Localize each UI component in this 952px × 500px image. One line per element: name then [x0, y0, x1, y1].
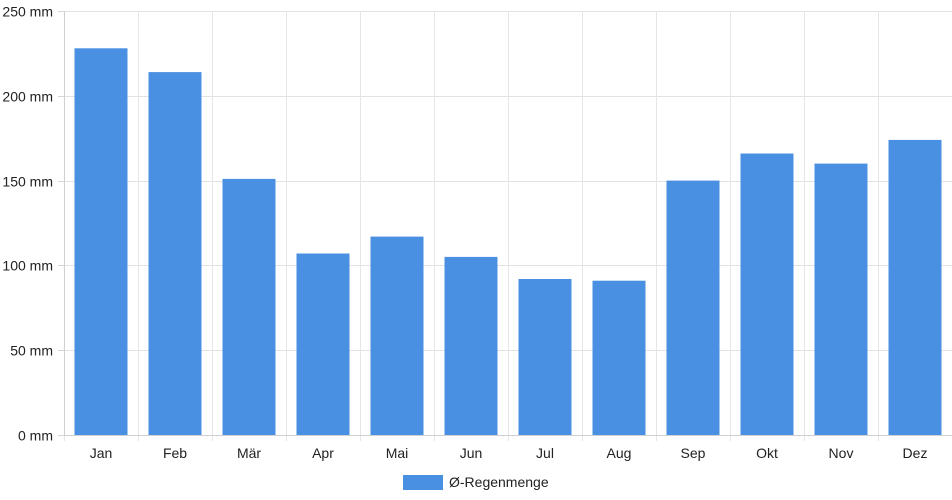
x-tick-label: Jan — [90, 445, 113, 461]
y-tick-label: 200 mm — [2, 89, 53, 105]
x-tick-labels: Jan Feb Mär Apr Mai Jun Jul Aug Sep Okt Nov Dez — [90, 445, 928, 461]
y-tick-label: 100 mm — [2, 258, 53, 274]
bar-okt[interactable] — [740, 153, 794, 436]
grid — [64, 11, 952, 441]
bar-mai[interactable] — [370, 236, 424, 435]
x-tick-label: Okt — [756, 445, 778, 461]
x-tick-label: Nov — [829, 445, 854, 461]
bar-apr[interactable] — [296, 253, 350, 436]
bar-mär[interactable] — [222, 178, 276, 435]
bar-sep[interactable] — [666, 180, 720, 435]
bar-jan[interactable] — [74, 48, 128, 436]
x-tick-label: Aug — [607, 445, 632, 461]
y-tick-label: 250 mm — [2, 4, 53, 20]
legend[interactable]: Ø-Regenmenge — [403, 473, 549, 491]
bar-jul[interactable] — [518, 279, 572, 435]
x-tick-label: Sep — [681, 445, 706, 461]
x-tick-label: Mär — [237, 445, 261, 461]
x-tick-label: Jul — [536, 445, 554, 461]
axes — [58, 11, 952, 436]
bar-jun[interactable] — [444, 256, 498, 435]
y-tick-label: 150 mm — [2, 174, 53, 190]
y-tick-labels: 0 mm 50 mm 100 mm 150 mm 200 mm 250 mm — [2, 4, 53, 444]
x-tick-label: Mai — [386, 445, 409, 461]
x-tick-label: Feb — [163, 445, 187, 461]
bar-feb[interactable] — [148, 72, 202, 435]
bar-nov[interactable] — [814, 163, 868, 435]
x-tick-label: Jun — [460, 445, 483, 461]
legend-swatch — [403, 474, 443, 490]
x-tick-label: Apr — [312, 445, 334, 461]
y-tick-label: 0 mm — [18, 428, 53, 444]
bars — [74, 48, 942, 436]
bar-aug[interactable] — [592, 280, 646, 435]
y-tick-label: 50 mm — [10, 343, 53, 359]
bar-dez[interactable] — [888, 139, 942, 435]
x-tick-label: Dez — [903, 445, 928, 461]
legend-label: Ø-Regenmenge — [449, 474, 549, 490]
